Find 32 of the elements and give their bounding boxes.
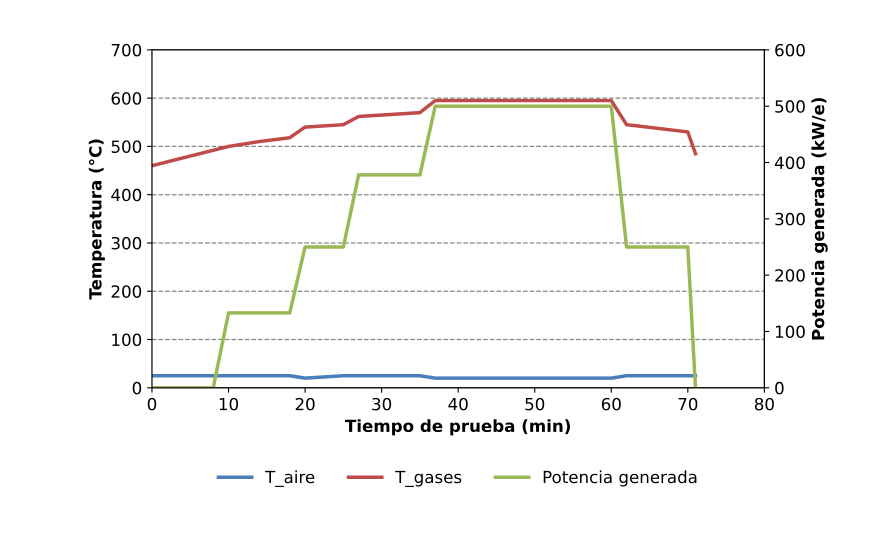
y2-tick-label: 0 (775, 382, 784, 394)
y-tick-label: 100 (112, 333, 142, 346)
x-tick-label: 20 (296, 398, 315, 410)
y-tick-label: 700 (112, 44, 142, 56)
y2-tick-label: 200 (775, 269, 805, 282)
x-tick-label: 30 (372, 398, 392, 410)
x-tick-label: 70 (678, 398, 698, 410)
line-series (152, 104, 698, 388)
x-tick-label: 10 (220, 398, 238, 410)
y-tick-label: 400 (111, 188, 142, 202)
legend-label: T_aire (265, 470, 314, 487)
y-tick-label: 0 (132, 382, 142, 394)
legend-label: T_gases (395, 470, 462, 487)
x-tick-label: 0 (148, 398, 156, 410)
x-tick-label: 50 (525, 398, 544, 410)
legend-label: Potencia generada (544, 470, 696, 487)
y-axis-title: Temperatura (°C) (88, 140, 105, 300)
y2-tick-label: 500 (775, 100, 805, 113)
y2-tick-label: 300 (775, 212, 805, 226)
y2-tick-label: 400 (774, 156, 805, 170)
x-tick-label: 60 (602, 398, 621, 410)
y-tick-label: 300 (112, 236, 142, 250)
y-tick-label: 600 (112, 92, 142, 105)
y2-axis-title: Potencia generada (kW/e) (811, 98, 828, 340)
x-axis-title: Tiempo de prueba (min) (345, 419, 570, 436)
line-series (152, 98, 698, 168)
y-tick-label: 500 (112, 140, 142, 153)
y2-tick-label: 100 (776, 325, 805, 338)
y2-tick-label: 600 (775, 44, 805, 56)
y-tick-label: 200 (112, 285, 142, 298)
x-tick-label: 40 (448, 398, 468, 410)
x-tick-label: 80 (754, 398, 774, 410)
